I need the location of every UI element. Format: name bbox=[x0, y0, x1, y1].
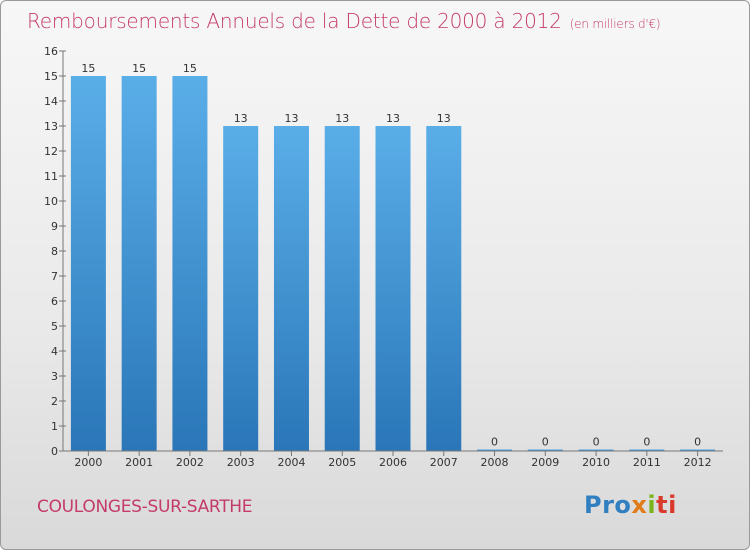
data-label-2004: 13 bbox=[284, 112, 298, 125]
bar-2006 bbox=[375, 126, 411, 451]
bars-group: 15 15 15 13 13 13 13 13 0 0 0 0 0 bbox=[70, 62, 716, 451]
bar-2002 bbox=[172, 76, 208, 451]
bar-2005 bbox=[324, 126, 360, 451]
data-label-2012: 0 bbox=[694, 436, 701, 449]
x-tick-label-2004: 2004 bbox=[277, 456, 305, 469]
x-tick-label-2007: 2007 bbox=[430, 456, 458, 469]
logo-part-1: Pro bbox=[584, 491, 632, 519]
y-tick-label: 15 bbox=[44, 70, 58, 83]
data-label-2008: 0 bbox=[491, 436, 498, 449]
x-tick-label-2005: 2005 bbox=[328, 456, 356, 469]
y-tick-label: 12 bbox=[44, 145, 58, 158]
y-tick-label: 1 bbox=[51, 420, 58, 433]
data-label-2010: 0 bbox=[593, 436, 600, 449]
x-axis: 2000 2001 2002 2003 2004 2005 2006 2007 2008 2009… bbox=[63, 450, 723, 469]
bar-2008 bbox=[477, 449, 513, 451]
bar-2003 bbox=[223, 126, 259, 451]
bar-2012 bbox=[680, 449, 716, 451]
y-tick-label: 3 bbox=[51, 370, 58, 383]
y-tick-label: 9 bbox=[51, 220, 58, 233]
y-tick-label: 0 bbox=[51, 445, 58, 458]
y-tick-label: 10 bbox=[44, 195, 58, 208]
logo-part-3: i bbox=[647, 491, 657, 519]
data-label-2011: 0 bbox=[643, 436, 650, 449]
data-label-2005: 13 bbox=[335, 112, 349, 125]
bar-2001 bbox=[121, 76, 157, 451]
bar-2009 bbox=[527, 449, 563, 451]
y-tick-label: 5 bbox=[51, 320, 58, 333]
x-tick-label-2000: 2000 bbox=[74, 456, 102, 469]
logo-part-4: ti bbox=[656, 491, 677, 519]
y-tick-label: 14 bbox=[44, 95, 58, 108]
y-tick-label: 6 bbox=[51, 295, 58, 308]
city-name: COULONGES-SUR-SARTHE bbox=[37, 497, 253, 517]
x-tick-label-2003: 2003 bbox=[227, 456, 255, 469]
x-tick-label-2002: 2002 bbox=[176, 456, 204, 469]
y-tick-label: 7 bbox=[51, 270, 58, 283]
x-tick-label-2009: 2009 bbox=[531, 456, 559, 469]
x-tick-label-2006: 2006 bbox=[379, 456, 407, 469]
data-label-2001: 15 bbox=[132, 62, 146, 75]
data-label-2002: 15 bbox=[183, 62, 197, 75]
y-tick-label: 4 bbox=[51, 345, 58, 358]
bar-2007 bbox=[426, 126, 462, 451]
x-tick-label-2008: 2008 bbox=[481, 456, 509, 469]
data-label-2000: 15 bbox=[81, 62, 95, 75]
y-tick-label: 16 bbox=[44, 45, 58, 58]
x-tick-label-2012: 2012 bbox=[684, 456, 712, 469]
data-label-2006: 13 bbox=[386, 112, 400, 125]
chart-title-text: Remboursements Annuels de la Dette de 20… bbox=[27, 9, 562, 33]
x-tick-label-2010: 2010 bbox=[582, 456, 610, 469]
y-tick-label: 8 bbox=[51, 245, 58, 258]
logo-part-2: x bbox=[631, 491, 648, 519]
proxiti-logo: Proxiti bbox=[584, 491, 677, 519]
x-tick-label-2001: 2001 bbox=[125, 456, 153, 469]
bar-2004 bbox=[273, 126, 309, 451]
bar-2000 bbox=[70, 76, 106, 451]
data-label-2007: 13 bbox=[437, 112, 451, 125]
bar-2011 bbox=[629, 449, 665, 451]
chart-subtitle: (en milliers d'€) bbox=[569, 17, 661, 31]
y-tick-label: 2 bbox=[51, 395, 58, 408]
y-tick-label: 13 bbox=[44, 120, 58, 133]
bar-2010 bbox=[578, 449, 614, 451]
y-tick-label: 11 bbox=[44, 170, 58, 183]
data-label-2009: 0 bbox=[542, 436, 549, 449]
x-tick-label-2011: 2011 bbox=[633, 456, 661, 469]
chart-title: Remboursements Annuels de la Dette de 20… bbox=[27, 9, 661, 33]
data-label-2003: 13 bbox=[234, 112, 248, 125]
